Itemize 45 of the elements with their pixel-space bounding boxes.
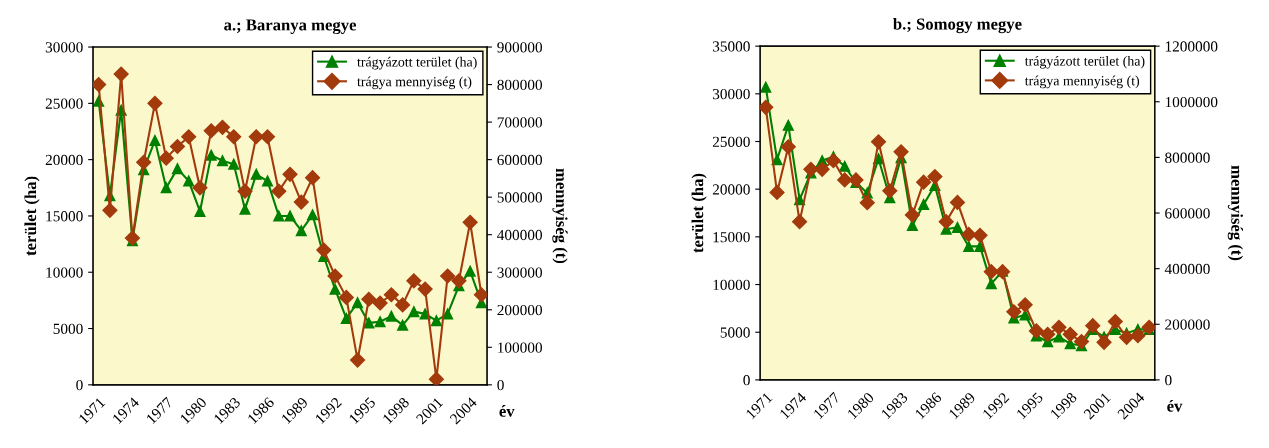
chart-title: a.; Baranya megye — [224, 19, 357, 35]
y-tick-label: 20000 — [712, 184, 750, 195]
y-tick-label: 25000 — [712, 136, 750, 147]
y2-tick-label: 1000000 — [1165, 96, 1218, 108]
y2-tick-label: 800000 — [497, 79, 543, 91]
y-tick-label: 15000 — [713, 232, 750, 243]
legend-label: trágya mennyiség (t) — [357, 76, 472, 90]
y2-tick-label: 600000 — [497, 154, 543, 166]
y2-tick-label: 400000 — [497, 229, 543, 241]
y-axis-title: terület (ha) — [24, 176, 40, 256]
y2-tick-label: 900000 — [497, 42, 543, 53]
y-tick-label: 0 — [743, 375, 750, 386]
x-tick-label: 1971 — [745, 392, 773, 420]
y2-tick-label: 1200000 — [1165, 41, 1218, 52]
y-tick-label: 10000 — [713, 279, 750, 290]
y2-tick-label: 300000 — [497, 267, 543, 278]
y-tick-label: 20000 — [45, 154, 83, 166]
legend-label: trágya mennyiség (t) — [1024, 75, 1140, 89]
y2-tick-label: 400000 — [1164, 263, 1210, 275]
y-tick-label: 15000 — [46, 211, 83, 222]
y2-tick-label: 100000 — [498, 342, 543, 353]
y-tick-label: 5000 — [53, 323, 83, 334]
y-tick-label: 30000 — [45, 42, 83, 53]
y-tick-label: 30000 — [712, 88, 750, 100]
y2-tick-label: 700000 — [497, 117, 543, 128]
y2-axis-title: mennyiség (t) — [1227, 165, 1243, 261]
x-axis-title: év — [1167, 399, 1183, 412]
y2-tick-label: 500000 — [497, 192, 543, 203]
y2-tick-label: 0 — [1165, 375, 1172, 386]
y-tick-label: 5000 — [720, 327, 750, 338]
y2-tick-label: 600000 — [1165, 208, 1210, 219]
y-tick-label: 0 — [76, 379, 83, 391]
y2-tick-label: 200000 — [497, 304, 543, 316]
y2-axis-title: mennyiség (t) — [552, 168, 568, 264]
y2-tick-label: 200000 — [1165, 319, 1210, 330]
y-tick-label: 10000 — [46, 267, 83, 278]
y-tick-label: 35000 — [712, 41, 750, 52]
legend-label: trágyázott terület (ha) — [357, 56, 477, 70]
x-axis-title: év — [499, 405, 515, 417]
chart-title: b.; Somogy megye — [893, 17, 1022, 34]
legend-label: trágyázott terület (ha) — [1024, 55, 1145, 69]
y-axis-title: terület (ha) — [691, 173, 707, 253]
y2-tick-label: 800000 — [1165, 152, 1210, 163]
y-tick-label: 25000 — [45, 98, 83, 109]
y2-tick-label: 0 — [497, 379, 504, 391]
